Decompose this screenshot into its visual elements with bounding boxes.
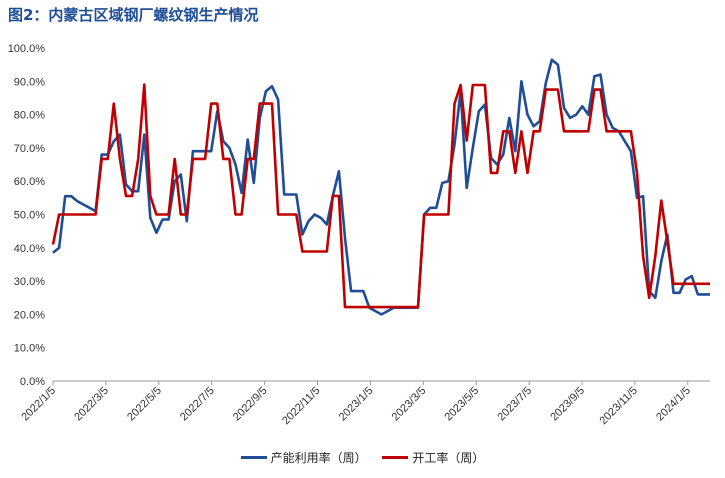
x-tick-label: 2023/5/5 bbox=[443, 385, 482, 424]
legend-label-capacity: 产能利用率（周） bbox=[270, 451, 367, 465]
x-tick-label: 2022/7/5 bbox=[178, 385, 217, 424]
legend-swatch-capacity bbox=[240, 456, 267, 459]
y-tick-label: 50.0% bbox=[14, 210, 45, 222]
legend-item-capacity: 产能利用率（周） bbox=[240, 449, 367, 466]
y-tick-label: 100.0% bbox=[8, 43, 46, 55]
y-tick-label: 60.0% bbox=[14, 176, 45, 188]
x-axis: 2022/1/5 2022/3/5 2022/5/5 2022/7/5 2022/9/5… bbox=[19, 380, 710, 428]
y-tick-label: 0.0% bbox=[20, 376, 45, 388]
legend: 产能利用率（周） 开工率（周） bbox=[0, 448, 725, 466]
x-tick-label: 2022/5/5 bbox=[125, 385, 164, 424]
y-axis: 0.0% 10.0% 20.0% 30.0% 40.0% 50.0% 60.0% 70.0% 8… bbox=[8, 43, 46, 388]
x-tick-label: 2023/9/5 bbox=[548, 385, 587, 424]
y-tick-label: 20.0% bbox=[14, 309, 45, 321]
legend-item-operating: 开工率（周） bbox=[382, 449, 484, 466]
x-tick-label: 2023/3/5 bbox=[390, 385, 429, 424]
x-tick-label: 2022/9/5 bbox=[231, 385, 270, 424]
y-tick-label: 40.0% bbox=[14, 243, 45, 255]
x-tick-label: 2023/7/5 bbox=[495, 385, 534, 424]
y-tick-label: 90.0% bbox=[14, 76, 45, 88]
y-tick-label: 10.0% bbox=[14, 343, 45, 355]
x-tick-label: 2023/11/5 bbox=[597, 385, 640, 428]
series-layer bbox=[51, 58, 710, 316]
series-line-capacity-utilization bbox=[52, 58, 710, 316]
legend-swatch-operating bbox=[382, 456, 409, 459]
y-tick-label: 70.0% bbox=[14, 143, 45, 155]
x-tick-label: 2023/1/5 bbox=[337, 385, 376, 424]
chart-title: 图2：内蒙古区域钢厂螺纹钢生产情况 bbox=[8, 6, 259, 24]
x-tick-label: 2022/3/5 bbox=[72, 385, 111, 424]
x-tick-label: 2022/11/5 bbox=[280, 385, 323, 428]
series-line-operating-rate bbox=[51, 83, 710, 309]
x-tick-label: 2024/1/5 bbox=[654, 385, 693, 424]
x-tick-label: 2022/1/5 bbox=[19, 385, 58, 424]
y-tick-label: 30.0% bbox=[14, 276, 45, 288]
legend-label-operating: 开工率（周） bbox=[412, 451, 485, 465]
y-tick-label: 80.0% bbox=[14, 110, 45, 122]
